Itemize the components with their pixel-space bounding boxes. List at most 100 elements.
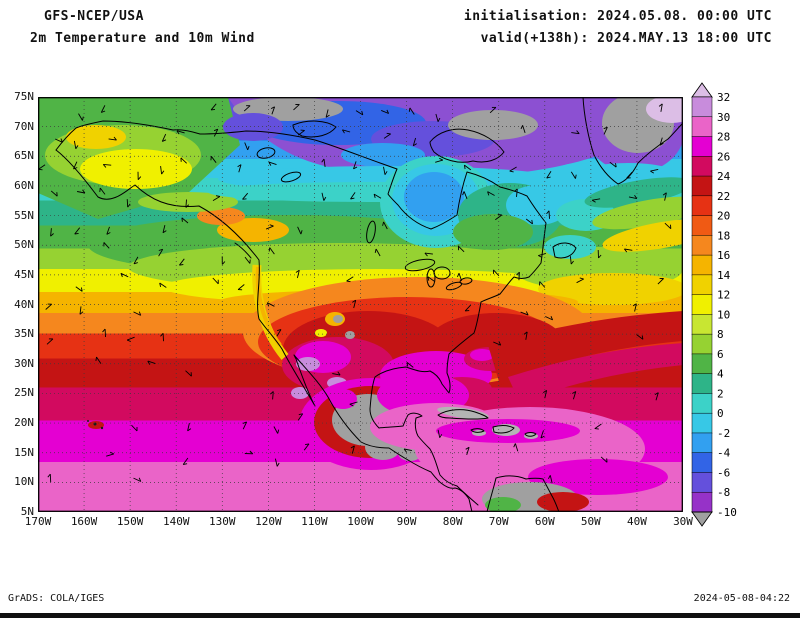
wind-barb — [576, 278, 584, 284]
wind-barb — [514, 443, 519, 452]
wind-barb — [138, 477, 142, 482]
wind-barb — [187, 428, 192, 432]
colorbar-segment — [691, 333, 713, 355]
model-title: GFS-NCEP/USA — [44, 9, 144, 24]
wind-barb — [664, 222, 672, 230]
wind-barb — [73, 167, 78, 170]
wind-barb — [495, 214, 503, 221]
wind-barb — [181, 217, 189, 224]
wind-barb — [522, 125, 526, 134]
wind-barb — [628, 196, 637, 200]
colorbar-label: 2 — [717, 387, 724, 400]
colorbar-segment — [691, 136, 713, 157]
wind-barb — [221, 261, 226, 265]
wind-barb — [323, 158, 326, 167]
wind-barb — [437, 429, 441, 438]
wind-barb — [458, 273, 463, 281]
lon-tick-label: 140W — [162, 515, 190, 528]
wind-barb — [162, 139, 167, 142]
colorbar-label: -6 — [717, 467, 730, 480]
wind-barb — [408, 107, 411, 112]
wind-barb — [383, 221, 388, 230]
wind-barb — [131, 424, 138, 432]
wind-barb — [126, 339, 131, 342]
lon-tick-label: 80W — [442, 515, 463, 528]
colorbar-label: 24 — [717, 170, 731, 183]
wind-barb — [609, 161, 617, 168]
wind-barb — [50, 190, 58, 197]
colorbar-segment — [691, 116, 713, 138]
lon-tick-label: 110W — [301, 515, 328, 528]
colorbar-label: 16 — [717, 249, 730, 262]
wind-barb — [133, 477, 141, 482]
wind-barb — [147, 360, 151, 365]
wind-barb — [78, 113, 83, 121]
lat-tick-label: 15N — [14, 445, 34, 459]
wind-barb — [544, 390, 548, 399]
wind-barb — [659, 137, 663, 146]
wind-barb — [210, 156, 217, 163]
colorbar-segment — [691, 254, 713, 276]
wind-barb — [75, 145, 79, 150]
wind-barb — [464, 304, 472, 312]
wind-barb — [349, 401, 358, 405]
wind-barb — [386, 109, 390, 114]
wind-barb — [518, 272, 520, 281]
wind-barb — [346, 276, 354, 282]
colorbar-segment — [691, 294, 713, 316]
wind-barb — [353, 300, 357, 309]
wind-barb — [95, 356, 97, 361]
wind-barb — [45, 303, 52, 310]
wind-barb — [413, 143, 417, 147]
wind-barb — [520, 125, 524, 130]
wind-barb — [572, 391, 577, 394]
wind-barb — [603, 127, 608, 135]
wind-barb — [525, 311, 529, 316]
wind-barb — [349, 403, 354, 407]
wind-barb — [543, 390, 547, 393]
wind-barb — [353, 166, 358, 170]
wind-barb — [487, 191, 495, 196]
wind-barb — [79, 311, 84, 315]
wind-barb — [525, 331, 528, 340]
wind-barb — [650, 168, 659, 172]
wind-barb — [268, 247, 271, 252]
lon-tick-label: 100W — [347, 515, 374, 528]
wind-barb — [277, 329, 282, 332]
wind-barb — [516, 188, 518, 197]
wind-barb — [548, 475, 551, 480]
lat-tick-label: 35N — [14, 327, 34, 341]
wind-barb — [624, 248, 633, 251]
wind-barb — [176, 130, 185, 134]
lat-tick-label: 20N — [14, 416, 34, 430]
colorbar-label: 14 — [717, 269, 731, 282]
wind-barb — [493, 269, 500, 277]
wind-barb — [664, 192, 667, 201]
latitude-axis: 75N 70N 65N 60N 55N 50N 45N 40N 35N 30N 25N 20N 15N 1… — [4, 91, 35, 518]
lat-tick-label: 70N — [14, 119, 34, 133]
wind-barb — [615, 163, 617, 168]
wind-barb — [546, 171, 552, 179]
wind-barb — [439, 434, 443, 438]
valid-time: valid(+138h): 2024.MAY.13 18:00 UTC — [480, 31, 772, 46]
bottom-bar — [0, 613, 800, 618]
wind-barb — [106, 453, 114, 457]
wind-barb — [138, 311, 142, 316]
wind-barb — [538, 255, 543, 258]
wind-barb — [270, 391, 274, 395]
colorbar-label: 30 — [717, 111, 730, 124]
wind-barb — [531, 219, 533, 224]
wind-barb — [337, 371, 341, 376]
wind-barb — [133, 311, 141, 316]
wind-barb — [79, 306, 82, 315]
wind-barb — [181, 217, 183, 222]
wind-barb — [493, 341, 501, 346]
wind-barb — [160, 166, 163, 175]
wind-barb — [641, 335, 644, 340]
colorbar-label: 4 — [717, 368, 724, 381]
wind-barb — [539, 281, 546, 288]
wind-barb — [274, 458, 278, 467]
wind-barb — [267, 302, 275, 307]
wind-barb — [489, 107, 497, 114]
wind-barb — [159, 282, 167, 288]
